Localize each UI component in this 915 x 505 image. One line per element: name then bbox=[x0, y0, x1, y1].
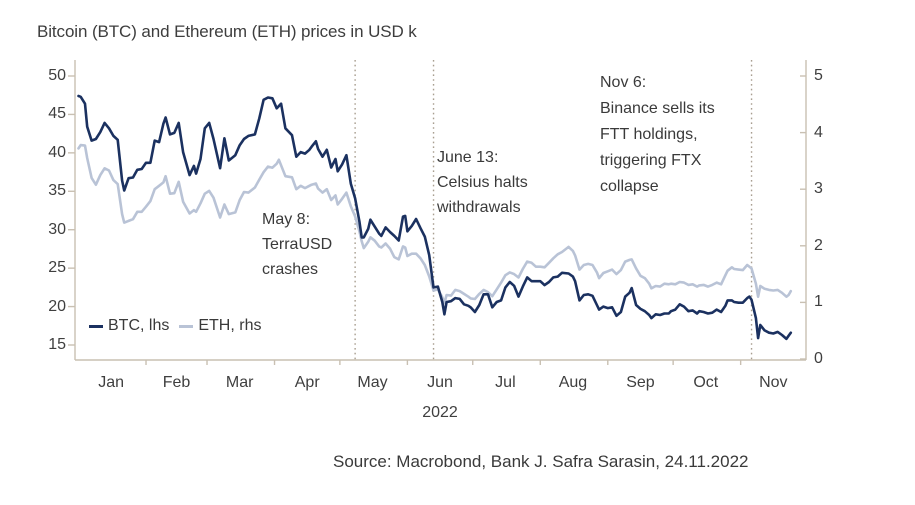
y-left-tick-label: 50 bbox=[48, 67, 66, 84]
annotation-celsius-halt: June 13: Celsius halts withdrawals bbox=[437, 149, 528, 216]
month-label-jan: Jan bbox=[98, 374, 125, 391]
month-label-mar: Mar bbox=[225, 374, 254, 391]
source-attribution: Source: Macrobond, Bank J. Safra Sarasin… bbox=[333, 452, 749, 471]
month-label-sep: Sep bbox=[626, 374, 655, 391]
y-left-tick-label: 35 bbox=[48, 182, 66, 200]
month-label-jul: Jul bbox=[495, 374, 516, 391]
y-left-tick-label: 25 bbox=[48, 259, 66, 277]
annotation-ftx-collapse: Nov 6: Binance sells its FTT holdings, t… bbox=[600, 74, 715, 195]
month-label-jun: Jun bbox=[427, 374, 453, 391]
y-left-tick-label: 30 bbox=[48, 220, 66, 238]
y-right-tick-label: 2 bbox=[814, 236, 823, 254]
month-label-aug: Aug bbox=[558, 374, 588, 391]
eth-line-swatch bbox=[179, 324, 194, 328]
btc-price-line bbox=[77, 94, 793, 341]
y-left-tick-label: 40 bbox=[48, 143, 66, 161]
month-label-apr: Apr bbox=[294, 374, 320, 391]
legend-label-btc: BTC, lhs bbox=[108, 317, 170, 334]
x-axis-year-label: 2022 bbox=[422, 404, 458, 421]
y-left-tick-label: 45 bbox=[48, 105, 66, 123]
legend-item-eth: ETH, rhs bbox=[179, 317, 261, 335]
y-right-tick-label: 1 bbox=[814, 293, 823, 311]
month-label-nov: Nov bbox=[759, 374, 788, 391]
y-left-tick-label: 20 bbox=[48, 297, 66, 315]
annotation-terrausd-crash: May 8: TerraUSD crashes bbox=[262, 211, 333, 278]
month-label-feb: Feb bbox=[162, 374, 191, 391]
month-label-may: May bbox=[357, 374, 388, 391]
chart-title: Bitcoin (BTC) and Ethereum (ETH) prices … bbox=[37, 22, 417, 41]
y-left-tick-label: 15 bbox=[48, 336, 66, 353]
y-right-tick-label: 5 bbox=[814, 67, 823, 84]
y-right-tick-label: 0 bbox=[814, 350, 823, 367]
legend: BTC, lhs ETH, rhs bbox=[89, 317, 261, 335]
btc-line-swatch bbox=[89, 324, 103, 328]
month-label-oct: Oct bbox=[693, 374, 719, 391]
y-right-tick-label: 3 bbox=[814, 180, 823, 198]
y-right-tick-label: 4 bbox=[814, 123, 823, 141]
legend-item-btc: BTC, lhs bbox=[89, 317, 169, 335]
legend-label-eth: ETH, rhs bbox=[198, 317, 262, 334]
